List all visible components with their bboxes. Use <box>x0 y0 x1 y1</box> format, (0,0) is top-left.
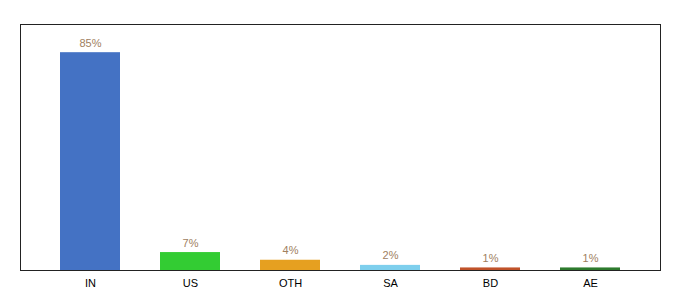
svg-text:SA: SA <box>383 277 398 289</box>
svg-text:2%: 2% <box>383 249 399 261</box>
svg-text:IN: IN <box>85 277 96 289</box>
svg-text:US: US <box>183 277 198 289</box>
svg-text:1%: 1% <box>583 252 599 264</box>
svg-text:AE: AE <box>583 277 598 289</box>
svg-text:85%: 85% <box>79 37 101 49</box>
svg-text:1%: 1% <box>483 252 499 264</box>
svg-text:BD: BD <box>483 277 498 289</box>
svg-text:4%: 4% <box>283 244 299 256</box>
svg-text:7%: 7% <box>183 237 199 249</box>
svg-text:OTH: OTH <box>279 277 302 289</box>
